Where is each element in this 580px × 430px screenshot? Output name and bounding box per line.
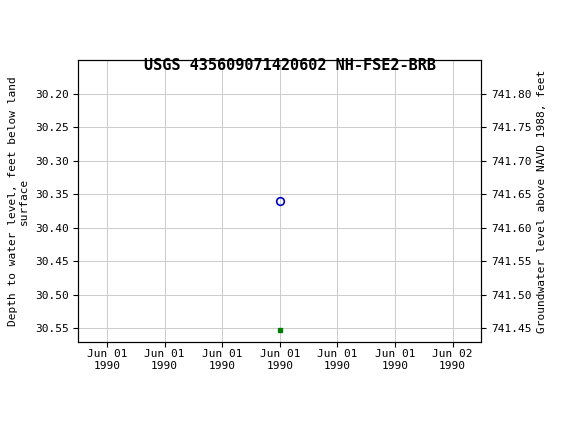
Text: USGS 435609071420602 NH-FSE2-BRB: USGS 435609071420602 NH-FSE2-BRB <box>144 58 436 73</box>
Y-axis label: Depth to water level, feet below land
surface: Depth to water level, feet below land su… <box>8 76 29 326</box>
Text: USGS: USGS <box>39 14 95 31</box>
Bar <box>2 3 35 43</box>
Y-axis label: Groundwater level above NAVD 1988, feet: Groundwater level above NAVD 1988, feet <box>537 69 547 333</box>
Legend: Period of approved data: Period of approved data <box>176 426 384 430</box>
